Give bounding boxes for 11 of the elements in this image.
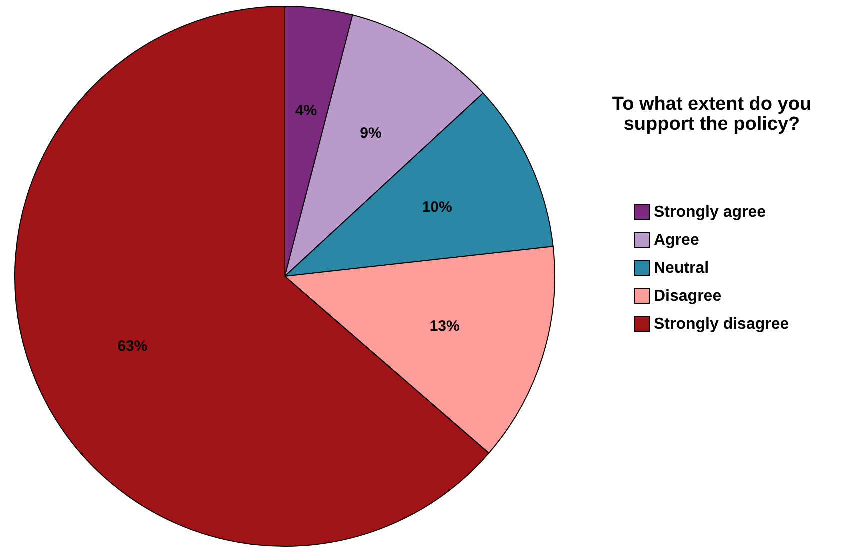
legend-label: Strongly disagree [654, 316, 790, 333]
legend-title: To what extent do you support the policy? [612, 94, 812, 135]
data-label: 4% [295, 102, 318, 120]
data-label: 9% [360, 124, 382, 142]
legend-label: Neutral [654, 260, 710, 277]
legend-label: Agree [654, 232, 700, 249]
data-label: 63% [118, 338, 148, 356]
data-label: 10% [422, 198, 452, 216]
legend-label: Disagree [654, 288, 722, 305]
data-label: 13% [430, 318, 460, 336]
legend-label: Strongly agree [654, 204, 766, 221]
